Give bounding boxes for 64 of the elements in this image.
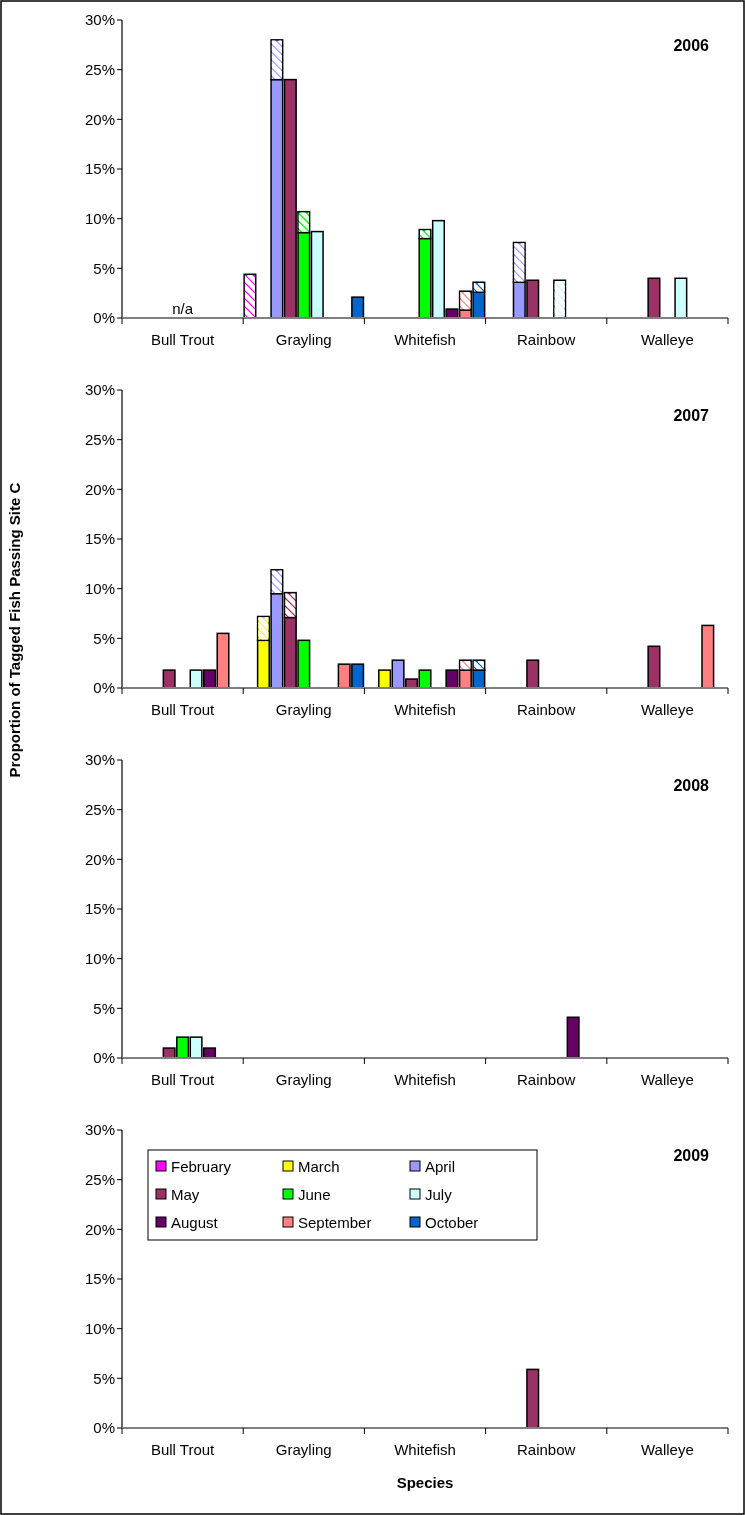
annotation: n/a (172, 300, 194, 317)
y-tick-label: 30% (84, 381, 115, 399)
y-tick-label: 30% (84, 751, 115, 769)
x-tick-label: Bull Trout (150, 701, 216, 718)
x-tick-label: Grayling (275, 701, 332, 718)
y-tick-label: 5% (93, 1369, 115, 1387)
legend-label: March (298, 1158, 340, 1176)
y-tick-label: 30% (84, 1121, 115, 1139)
x-tick-label: Rainbow (517, 1441, 576, 1458)
x-tick-label: Walleye (641, 1441, 694, 1458)
y-tick-label: 0% (93, 1419, 115, 1437)
x-tick-label: Whitefish (394, 331, 456, 348)
x-tick-label: Bull Trout (150, 1441, 216, 1458)
text: 2009 (673, 1147, 710, 1164)
y-tick-label: 20% (84, 1220, 115, 1238)
y-tick-label: 15% (84, 900, 115, 918)
x-axis-title: Species (396, 1474, 454, 1491)
y-tick-label: 0% (93, 679, 115, 697)
y-tick-label: 10% (84, 579, 115, 597)
text: 2007 (673, 407, 710, 424)
y-tick-label: 25% (84, 1170, 115, 1188)
y-axis-title: Proportion of Tagged Fish Passing Site C (6, 482, 23, 778)
x-tick-label: Walleye (641, 331, 694, 348)
text: 2008 (673, 777, 710, 794)
x-tick-label: Rainbow (517, 1071, 576, 1088)
y-tick-label: 25% (84, 60, 115, 78)
legend-label: February (171, 1158, 232, 1176)
legend-label: June (298, 1186, 331, 1204)
y-tick-label: 25% (84, 800, 115, 818)
y-tick-label: 5% (93, 259, 115, 277)
x-tick-label: Rainbow (517, 701, 576, 718)
text: 2006 (673, 37, 710, 54)
y-tick-label: 5% (93, 999, 115, 1017)
x-tick-label: Bull Trout (150, 1071, 216, 1088)
legend-label: May (171, 1186, 200, 1204)
y-tick-label: 15% (84, 530, 115, 548)
y-tick-label: 30% (84, 11, 115, 29)
y-tick-label: 10% (84, 1319, 115, 1337)
y-tick-label: 20% (84, 480, 115, 498)
legend-label: September (298, 1214, 372, 1232)
x-tick-label: Whitefish (394, 1071, 456, 1088)
legend-label: October (425, 1214, 479, 1232)
y-tick-label: 0% (93, 1049, 115, 1067)
y-tick-label: 10% (84, 209, 115, 227)
y-tick-label: 15% (84, 1270, 115, 1288)
y-tick-label: 5% (93, 629, 115, 647)
x-tick-label: Grayling (275, 331, 332, 348)
x-tick-label: Walleye (641, 1071, 694, 1088)
x-tick-label: Walleye (641, 701, 694, 718)
y-tick-label: 0% (93, 309, 115, 327)
y-tick-label: 25% (84, 430, 115, 448)
x-tick-label: Grayling (275, 1441, 332, 1458)
x-tick-label: Rainbow (517, 331, 576, 348)
y-tick-label: 20% (84, 850, 115, 868)
legend-label: August (171, 1214, 219, 1232)
x-tick-label: Whitefish (394, 1441, 456, 1458)
legend-label: April (425, 1158, 456, 1176)
x-tick-label: Whitefish (394, 701, 456, 718)
y-tick-label: 20% (84, 110, 115, 128)
x-tick-label: Bull Trout (150, 331, 216, 348)
y-tick-label: 10% (84, 949, 115, 967)
legend-label: July (425, 1186, 453, 1204)
x-tick-label: Grayling (275, 1071, 332, 1088)
y-tick-label: 15% (84, 160, 115, 178)
